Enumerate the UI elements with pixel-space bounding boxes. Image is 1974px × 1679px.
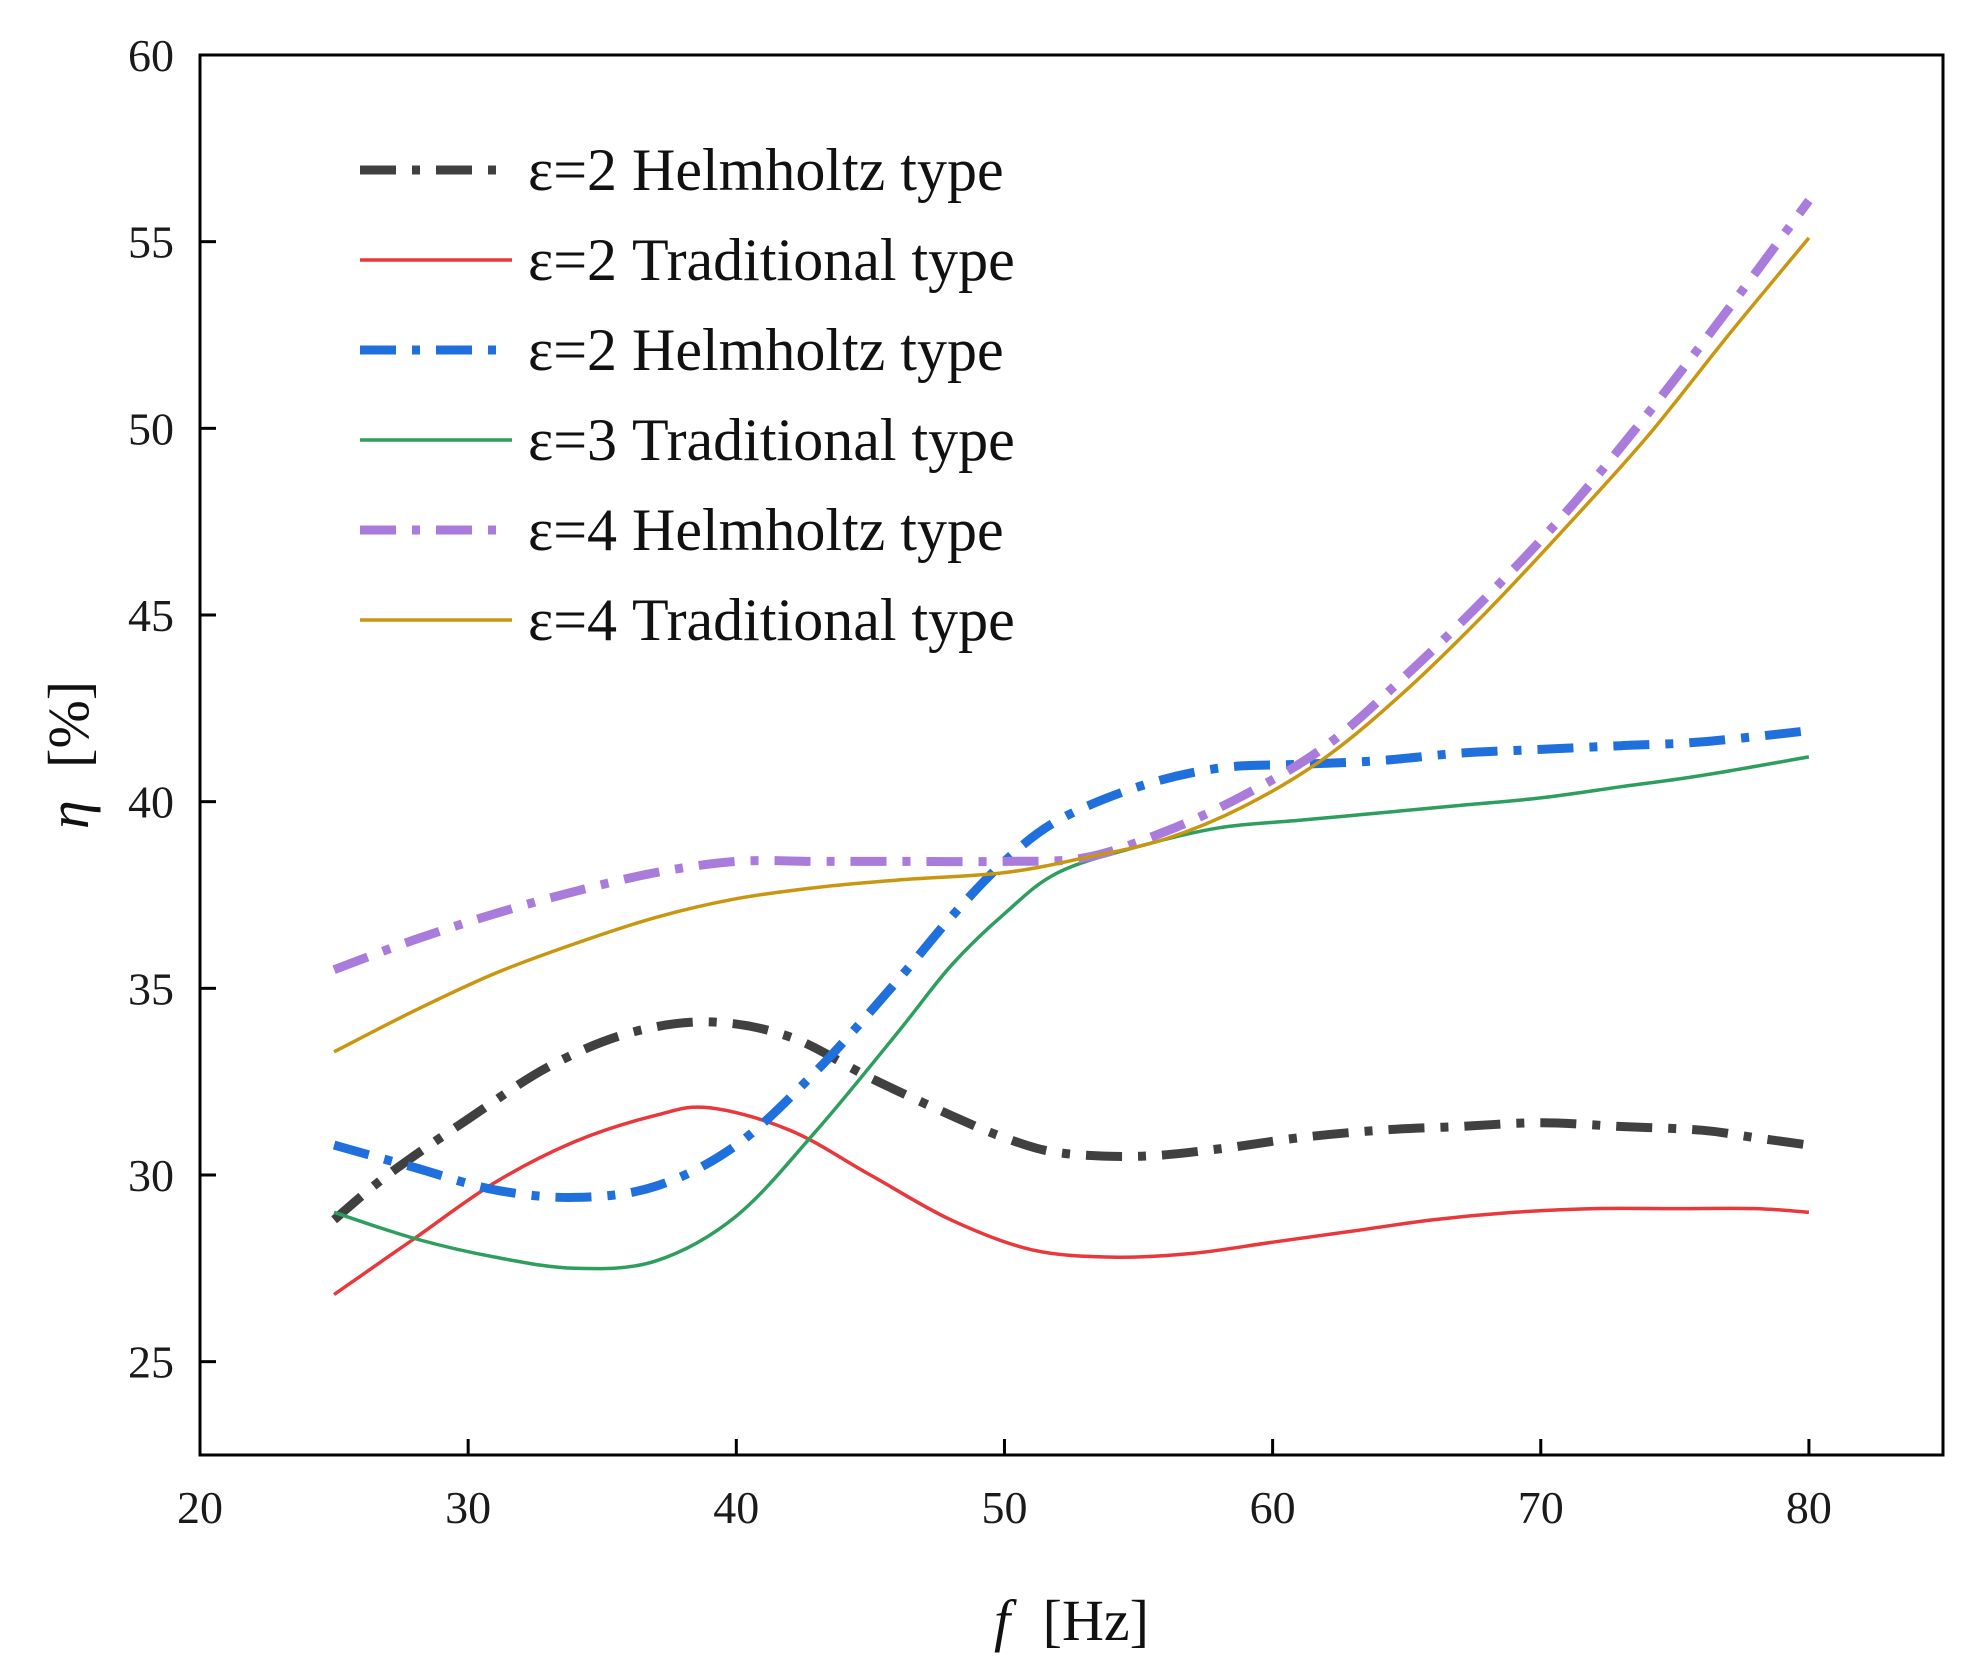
series-line-5 xyxy=(332,197,1813,974)
series-line-1 xyxy=(331,1017,1810,1224)
y-tick-label: 25 xyxy=(128,1337,174,1388)
y-axis-symbol: η xyxy=(36,800,101,829)
y-tick-label: 45 xyxy=(128,590,174,641)
legend-label-5: ε=4 Helmholtz type xyxy=(528,497,1004,563)
y-tick-label: 30 xyxy=(128,1150,174,1201)
y-axis-ticks: 25 30 35 40 45 50 55 60 xyxy=(128,30,216,1388)
x-axis-symbol: f xyxy=(994,1588,1017,1653)
y-axis-title: η [%] xyxy=(36,681,101,829)
x-tick-label: 20 xyxy=(177,1482,223,1533)
x-tick-label: 30 xyxy=(445,1482,491,1533)
series-line-6 xyxy=(333,236,1811,1054)
x-axis-ticks: 20 30 40 50 60 70 80 xyxy=(177,1439,1832,1533)
x-axis-unit: [Hz] xyxy=(1043,1588,1149,1653)
legend-label-3: ε=2 Helmholtz type xyxy=(528,317,1004,383)
y-tick-label: 40 xyxy=(128,777,174,828)
legend-label-1: ε=2 Helmholtz type xyxy=(528,137,1004,203)
series-layer xyxy=(331,197,1813,1296)
legend-label-2: ε=2 Traditional type xyxy=(528,227,1015,293)
legend-label-4: ε=3 Traditional type xyxy=(528,407,1015,473)
x-tick-label: 70 xyxy=(1518,1482,1564,1533)
y-axis-unit: [%] xyxy=(36,681,101,768)
y-tick-label: 50 xyxy=(128,403,174,454)
x-tick-label: 60 xyxy=(1250,1482,1296,1533)
plot-area-frame xyxy=(198,53,1945,1457)
x-axis-title: f [Hz] xyxy=(994,1588,1149,1653)
y-tick-label: 55 xyxy=(128,217,174,268)
series-line-3 xyxy=(332,726,1810,1202)
y-tick-label: 35 xyxy=(128,963,174,1014)
x-tick-label: 80 xyxy=(1786,1482,1832,1533)
legend: ε=2 Helmholtz type ε=2 Traditional type ε=… xyxy=(360,137,1015,653)
series-line-4 xyxy=(333,755,1810,1271)
x-tick-label: 50 xyxy=(981,1482,1027,1533)
legend-label-6: ε=4 Traditional type xyxy=(528,587,1015,653)
x-tick-label: 40 xyxy=(713,1482,759,1533)
y-tick-label: 60 xyxy=(128,30,174,81)
series-line-2 xyxy=(333,1105,1810,1296)
